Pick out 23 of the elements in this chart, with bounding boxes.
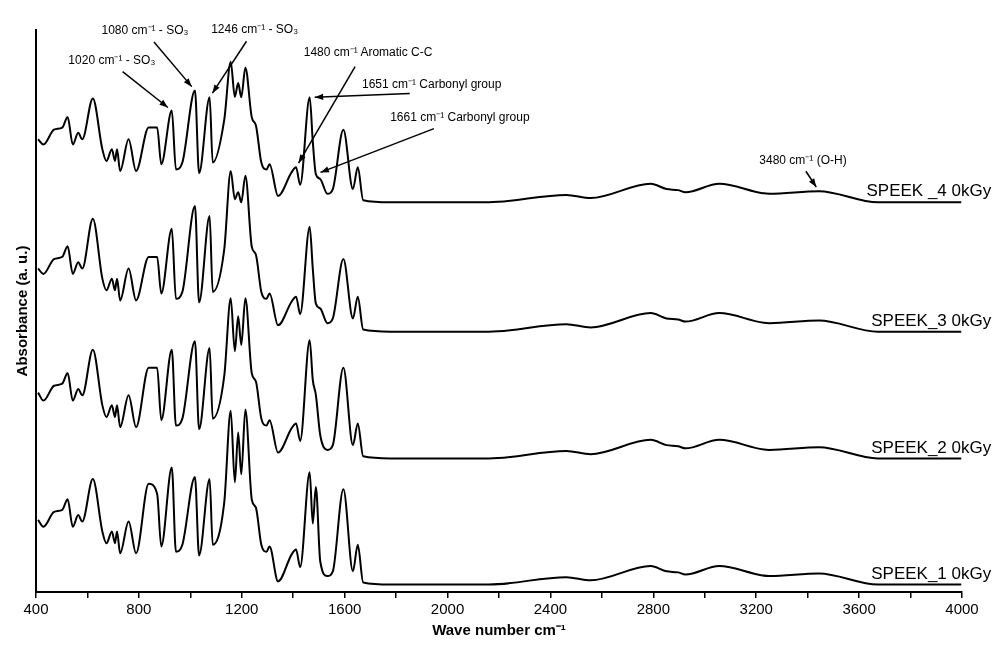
x-tick-label: 400 xyxy=(23,600,49,618)
x-axis-title: Wave number cm⁻¹ xyxy=(432,621,566,639)
x-tick-label: 4000 xyxy=(945,600,979,618)
annotation: 1651 cm⁻¹ Carbonyl group xyxy=(361,76,502,91)
x-tick-label: 2400 xyxy=(533,600,568,618)
series-label: SPEEK_3 0kGy xyxy=(871,310,992,330)
annotation: 1080 cm⁻¹ - SO₃ xyxy=(101,22,189,37)
annotation: 1246 cm⁻¹ - SO₃ xyxy=(211,21,299,36)
annotation: 1020 cm⁻¹ - SO₃ xyxy=(68,52,156,67)
series-label: SPEEK_2 0kGy xyxy=(871,437,992,457)
x-tick-label: 2000 xyxy=(430,600,465,618)
series-label: SPEEK _4 0kGy xyxy=(866,181,992,201)
annotation: 3480 cm⁻¹ (O-H) xyxy=(759,153,847,168)
x-tick-label: 3600 xyxy=(842,600,876,618)
series-label: SPEEK_1 0kGy xyxy=(871,563,992,583)
x-tick-label: 1600 xyxy=(327,600,362,618)
x-tick-label: 3200 xyxy=(739,600,773,618)
x-tick-label: 1200 xyxy=(225,600,259,618)
annotation: 1661 cm⁻¹ Carbonyl group xyxy=(390,109,530,124)
y-axis-title: Absorbance (a. u.) xyxy=(13,245,31,377)
x-tick-label: 2800 xyxy=(636,600,671,618)
annotation: 1480 cm⁻¹ Aromatic C-C xyxy=(303,44,433,59)
x-tick-label: 800 xyxy=(126,600,152,618)
